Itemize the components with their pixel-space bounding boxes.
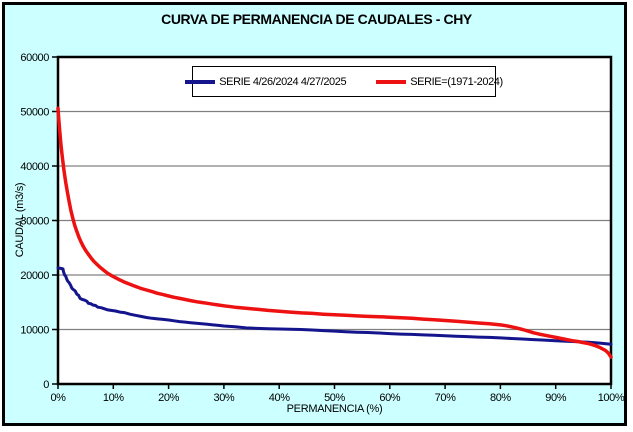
x-tick-label: 70% [435,392,456,404]
x-tick-label: 40% [269,392,290,404]
legend-label: SERIE 4/26/2024 4/27/2025 [219,75,347,88]
y-tick-label: 10000 [20,325,49,337]
legend-entry-serie-1971-2024: SERIE=(1971-2024) [376,76,503,88]
y-tick-label: 60000 [20,52,49,64]
series-line-1 [56,106,613,359]
chart-title: CURVA DE PERMANENCIA DE CAUDALES - CHY [161,11,472,27]
y-tick-label: 50000 [20,107,49,119]
series-line-0 [56,266,613,346]
x-tick-label: 10% [103,392,124,404]
x-tick-label: 50% [324,392,345,404]
x-tick-label: 0% [50,392,66,404]
x-tick-label: 60% [379,392,400,404]
x-tick-label: 30% [213,392,234,404]
y-tick-label: 40000 [20,161,49,173]
x-tick-label: 100% [598,392,625,404]
legend-swatch-red-line [376,79,407,84]
legend-swatch-blue-line [185,79,216,84]
y-tick-label: 0 [43,379,49,391]
legend-entry-serie-2024-2025: SERIE 4/26/2024 4/27/2025 [185,75,347,88]
x-tick-label: 20% [158,392,179,404]
y-axis-title: CAUDAL (m3/s) [14,182,26,258]
x-tick-label: 90% [545,392,566,404]
x-axis-title: PERMANENCIA (%) [286,403,383,415]
legend: SERIE 4/26/2024 4/27/2025 SERIE=(1971-20… [185,66,503,97]
y-tick-label: 30000 [20,216,49,228]
y-tick-label: 20000 [20,270,49,282]
x-tick-label: 80% [490,392,511,404]
legend-label: SERIE=(1971-2024) [410,75,503,88]
